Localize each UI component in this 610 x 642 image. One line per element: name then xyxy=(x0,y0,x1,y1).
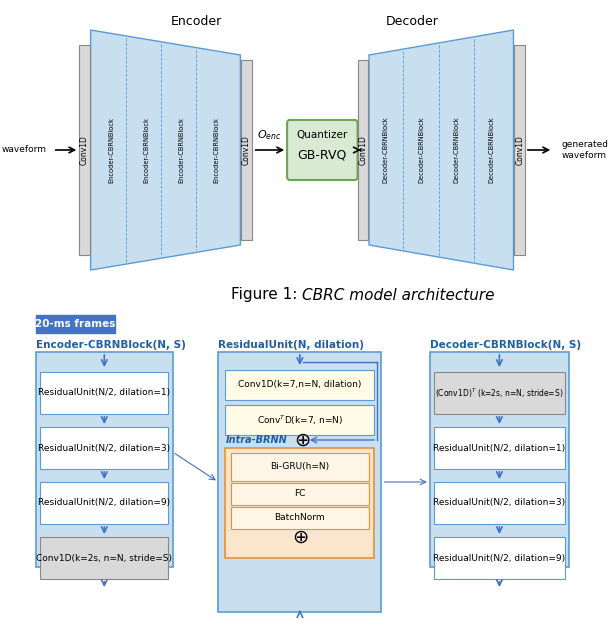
FancyBboxPatch shape xyxy=(434,372,565,414)
FancyBboxPatch shape xyxy=(357,60,368,240)
FancyBboxPatch shape xyxy=(40,482,168,524)
FancyBboxPatch shape xyxy=(287,120,357,180)
Polygon shape xyxy=(369,30,514,270)
FancyBboxPatch shape xyxy=(79,45,90,255)
Text: $O_{enc}$: $O_{enc}$ xyxy=(257,128,282,142)
Text: Decoder-CBRNBlock: Decoder-CBRNBlock xyxy=(382,117,389,184)
Polygon shape xyxy=(91,30,240,270)
FancyBboxPatch shape xyxy=(434,537,565,579)
Text: Encoder-CBRNBlock: Encoder-CBRNBlock xyxy=(143,117,149,183)
Text: Intra-BRNN: Intra-BRNN xyxy=(226,435,287,445)
Text: Encoder-CBRNBlock: Encoder-CBRNBlock xyxy=(178,117,184,183)
Text: waveform: waveform xyxy=(2,146,46,155)
Text: Conv1D(k=7,n=N, dilation): Conv1D(k=7,n=N, dilation) xyxy=(238,381,362,390)
Text: Encoder: Encoder xyxy=(171,15,222,28)
Text: Encoder-CBRNBlock: Encoder-CBRNBlock xyxy=(108,117,114,183)
Text: Quantizer: Quantizer xyxy=(296,130,348,140)
Text: $\oplus$: $\oplus$ xyxy=(292,528,308,546)
Text: Decoder-CBRNBlock: Decoder-CBRNBlock xyxy=(418,117,424,184)
Text: Figure 1:: Figure 1: xyxy=(231,288,302,302)
FancyBboxPatch shape xyxy=(218,352,381,612)
FancyBboxPatch shape xyxy=(40,537,168,579)
FancyBboxPatch shape xyxy=(36,315,115,333)
Text: Encoder-CBRNBlock: Encoder-CBRNBlock xyxy=(214,117,220,183)
Text: Bi-GRU(h=N): Bi-GRU(h=N) xyxy=(270,462,329,471)
Text: generated
waveform: generated waveform xyxy=(562,141,609,160)
Text: ResidualUnit(N/2, dilation=9): ResidualUnit(N/2, dilation=9) xyxy=(433,553,565,562)
Text: Conv1D: Conv1D xyxy=(358,135,367,165)
FancyBboxPatch shape xyxy=(231,483,369,505)
Text: ResidualUnit(N/2, dilation=3): ResidualUnit(N/2, dilation=3) xyxy=(38,444,170,453)
Text: ResidualUnit(N/2, dilation=1): ResidualUnit(N/2, dilation=1) xyxy=(38,388,170,397)
FancyBboxPatch shape xyxy=(231,507,369,529)
Text: Conv1D: Conv1D xyxy=(515,135,524,165)
Text: Decoder: Decoder xyxy=(386,15,439,28)
Text: 20-ms frames: 20-ms frames xyxy=(35,319,116,329)
Text: ResidualUnit(N/2, dilation=9): ResidualUnit(N/2, dilation=9) xyxy=(38,498,170,507)
FancyBboxPatch shape xyxy=(242,60,252,240)
FancyBboxPatch shape xyxy=(231,453,369,481)
Text: Decoder-CBRNBlock(N, S): Decoder-CBRNBlock(N, S) xyxy=(430,340,581,350)
Text: Conv1D: Conv1D xyxy=(80,135,89,165)
Text: Conv1D(k=2s, n=N, stride=S): Conv1D(k=2s, n=N, stride=S) xyxy=(36,553,172,562)
Text: CBRC model architecture: CBRC model architecture xyxy=(302,288,495,302)
Text: Decoder-CBRNBlock: Decoder-CBRNBlock xyxy=(453,117,459,184)
Text: ResidualUnit(N, dilation): ResidualUnit(N, dilation) xyxy=(218,340,364,350)
FancyBboxPatch shape xyxy=(226,405,375,435)
FancyBboxPatch shape xyxy=(514,45,525,255)
Text: ResidualUnit(N/2, dilation=1): ResidualUnit(N/2, dilation=1) xyxy=(433,444,565,453)
Text: Conv1D: Conv1D xyxy=(242,135,251,165)
Text: (Conv1D)$^T$ (k=2s, n=N, stride=S): (Conv1D)$^T$ (k=2s, n=N, stride=S) xyxy=(435,386,564,400)
FancyBboxPatch shape xyxy=(40,372,168,414)
FancyBboxPatch shape xyxy=(226,448,375,558)
Text: BatchNorm: BatchNorm xyxy=(274,514,325,523)
Text: Decoder-CBRNBlock: Decoder-CBRNBlock xyxy=(489,117,495,184)
Text: GB-RVQ: GB-RVQ xyxy=(298,148,347,162)
FancyBboxPatch shape xyxy=(434,482,565,524)
Text: ResidualUnit(N/2, dilation=3): ResidualUnit(N/2, dilation=3) xyxy=(433,498,565,507)
FancyBboxPatch shape xyxy=(434,427,565,469)
FancyBboxPatch shape xyxy=(36,352,173,567)
Text: Conv$^T$D(k=7, n=N): Conv$^T$D(k=7, n=N) xyxy=(257,413,343,427)
Text: FC: FC xyxy=(294,489,306,498)
Text: $\oplus$: $\oplus$ xyxy=(294,431,310,449)
FancyBboxPatch shape xyxy=(40,427,168,469)
FancyBboxPatch shape xyxy=(430,352,569,567)
Text: Encoder-CBRNBlock(N, S): Encoder-CBRNBlock(N, S) xyxy=(36,340,186,350)
FancyBboxPatch shape xyxy=(226,370,375,400)
